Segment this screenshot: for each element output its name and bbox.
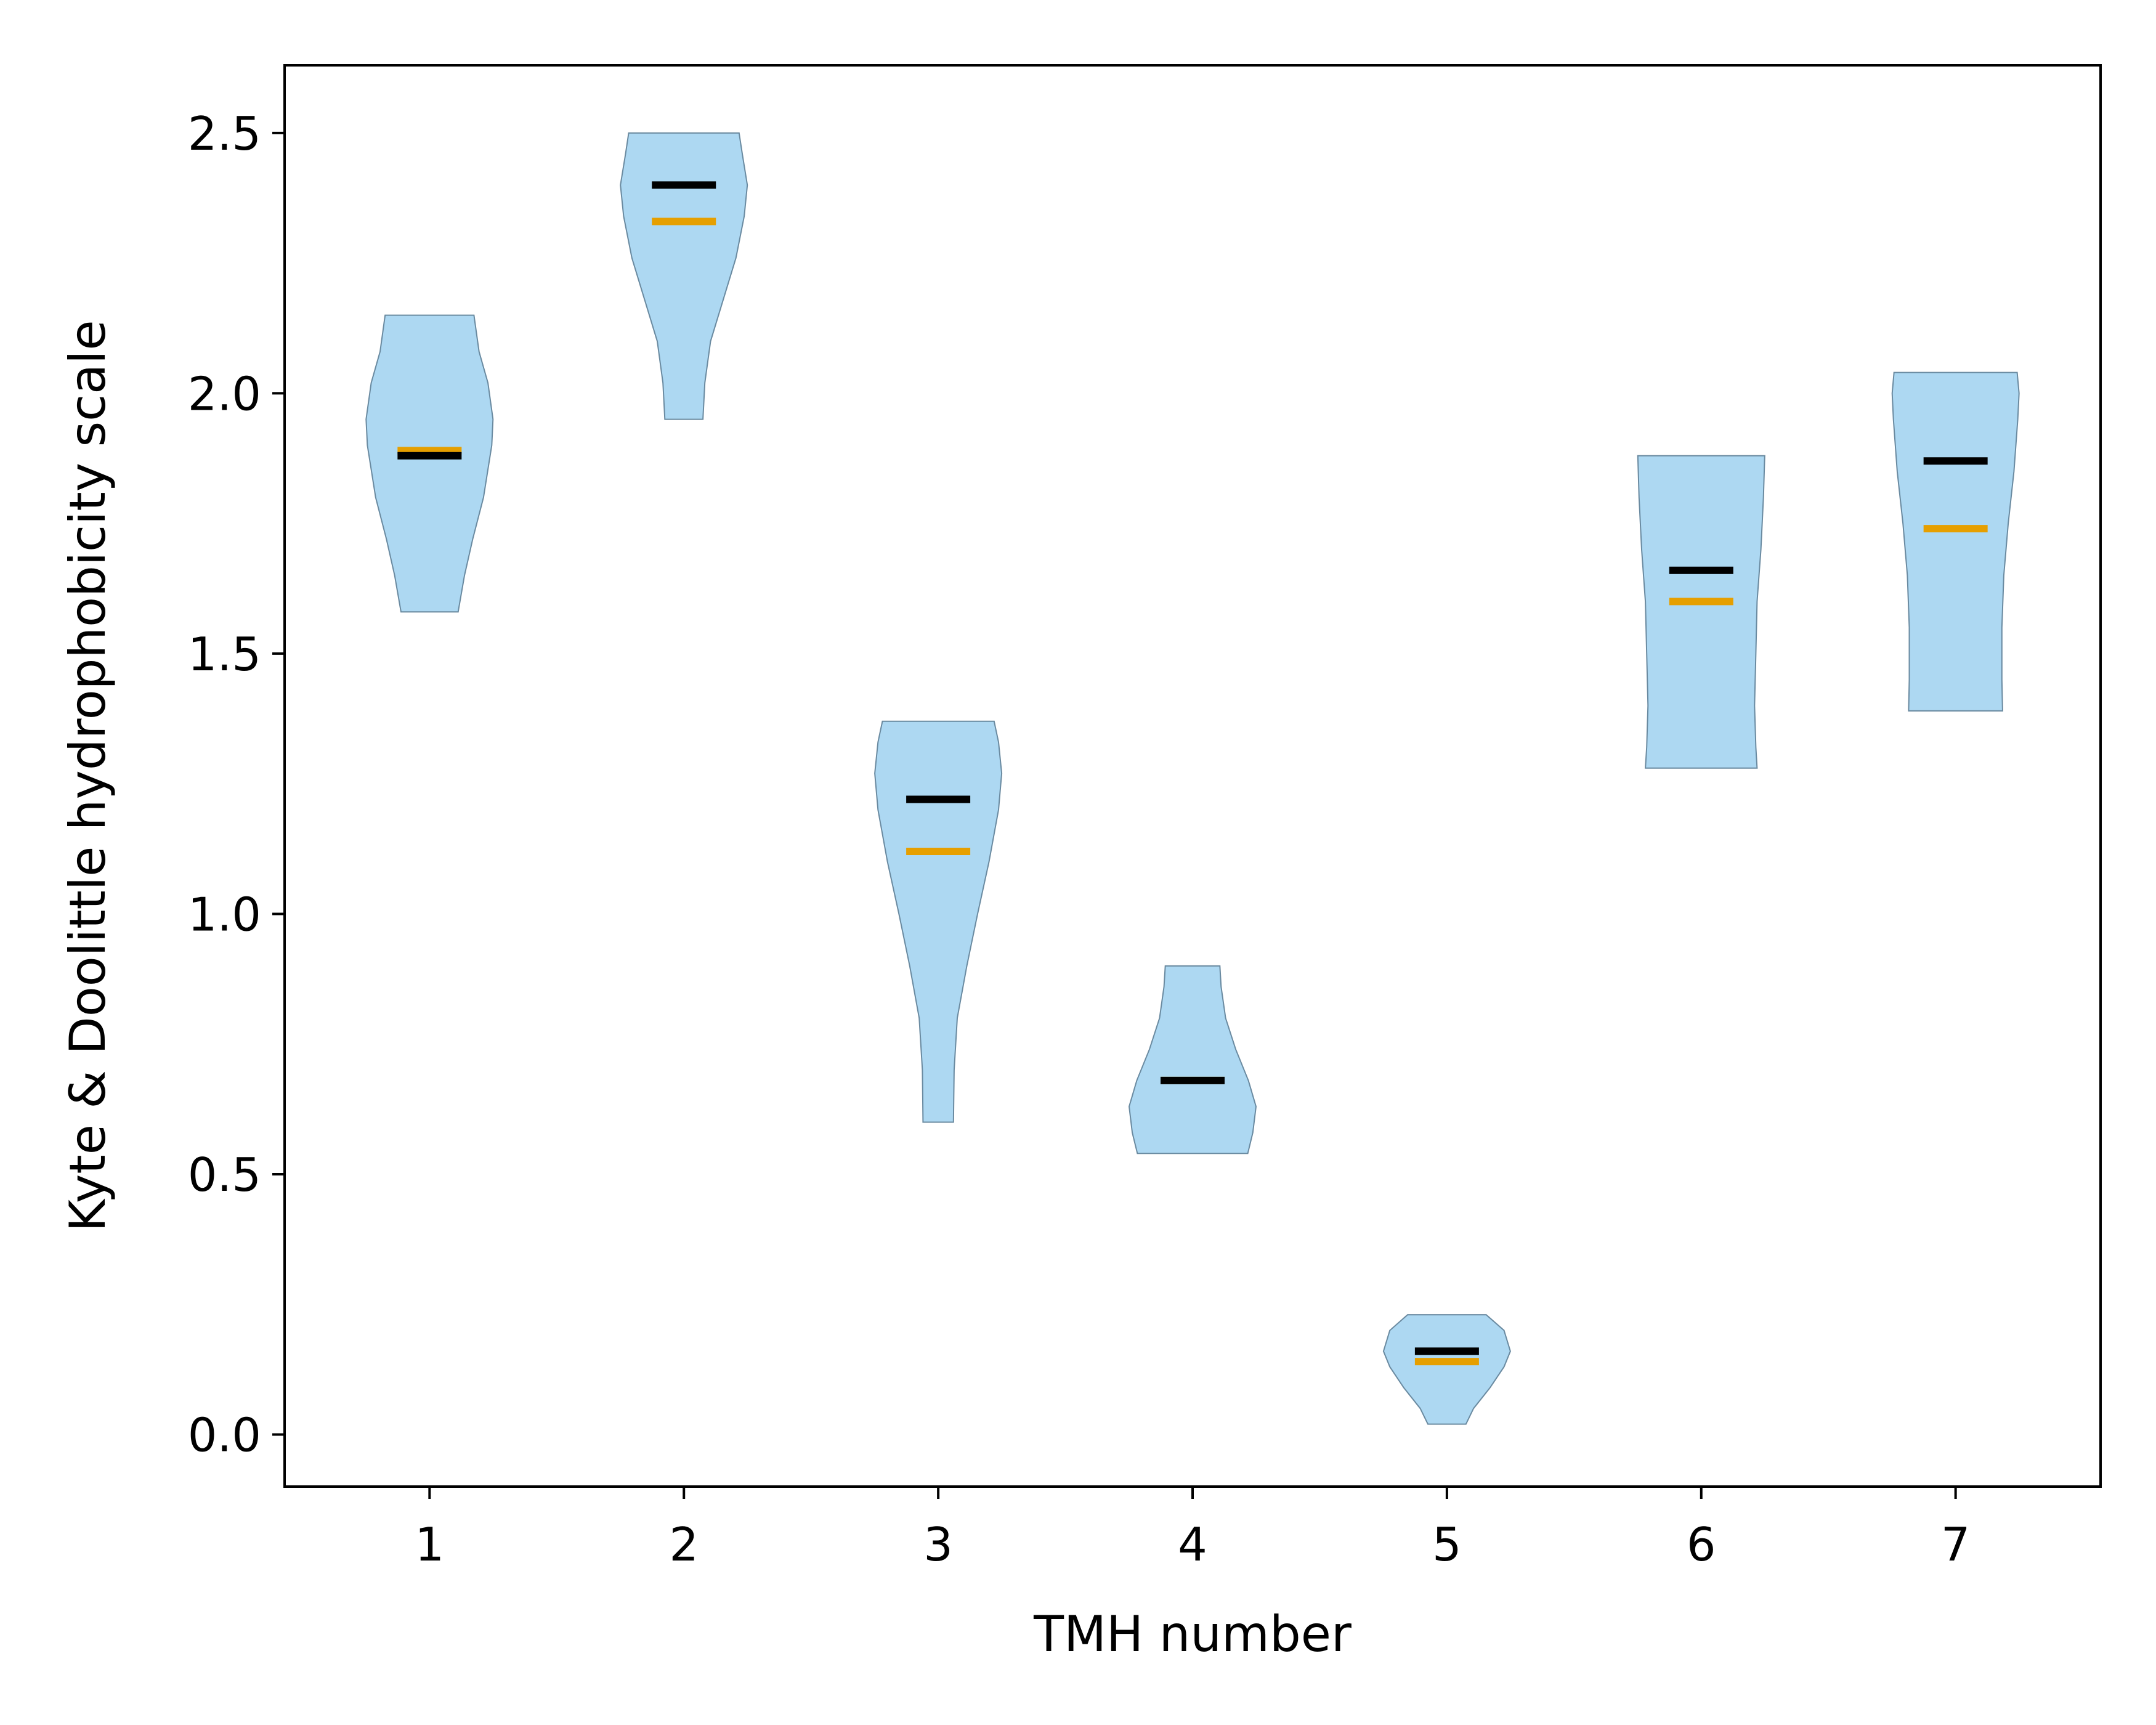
plot-frame bbox=[283, 64, 2102, 1488]
violin-5 bbox=[1382, 1314, 1511, 1425]
violin-4 bbox=[1128, 965, 1257, 1155]
violins-layer bbox=[365, 132, 2020, 1425]
x-tick-label: 1 bbox=[415, 1517, 444, 1572]
x-tick-label: 7 bbox=[1941, 1517, 1971, 1572]
y-tick-label: 1.0 bbox=[188, 887, 261, 941]
y-axis: 0.0 0.5 1.0 1.5 2.0 2.5 bbox=[188, 107, 285, 1462]
y-tick-label: 0.0 bbox=[188, 1408, 261, 1462]
violin-1 bbox=[365, 314, 494, 613]
x-tick-label: 2 bbox=[669, 1517, 699, 1572]
x-tick-label: 3 bbox=[923, 1517, 953, 1572]
x-tick-label: 5 bbox=[1432, 1517, 1462, 1572]
violin-3 bbox=[874, 720, 1003, 1123]
x-axis-label: TMH number bbox=[1033, 1605, 1352, 1663]
y-tick-label: 0.5 bbox=[188, 1148, 261, 1202]
y-tick-label: 1.5 bbox=[188, 627, 261, 681]
x-tick-label: 6 bbox=[1687, 1517, 1716, 1572]
stat-lines-layer bbox=[397, 181, 1988, 1366]
x-axis: 1 2 3 4 5 6 7 bbox=[415, 1487, 1971, 1572]
y-axis-label: Kyte & Doolittle hydrophobicity scale bbox=[59, 320, 116, 1232]
y-tick-label: 2.5 bbox=[188, 107, 261, 161]
violin-7 bbox=[1891, 371, 2020, 712]
y-tick-label: 2.0 bbox=[188, 367, 261, 421]
x-tick-label: 4 bbox=[1178, 1517, 1207, 1572]
violin-2 bbox=[620, 132, 748, 420]
violin-6 bbox=[1637, 455, 1765, 769]
